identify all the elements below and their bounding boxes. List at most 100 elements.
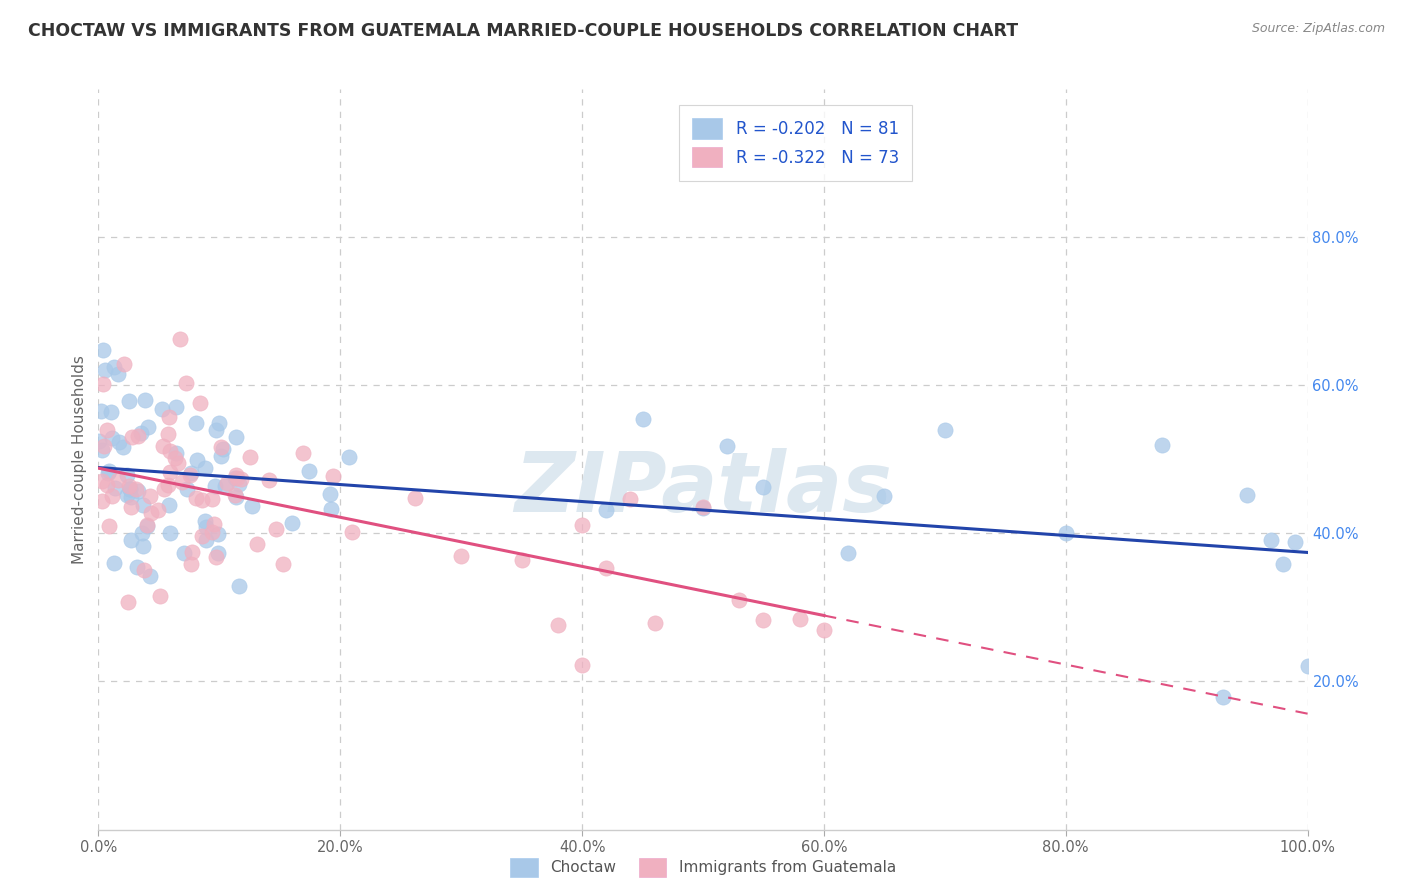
Point [321, 501, 343, 516]
Point [692, 501, 714, 516]
Point [873, 489, 896, 503]
Point [226, 471, 249, 485]
Point [117, 468, 139, 483]
Point [136, 518, 159, 533]
Point [120, 533, 142, 548]
Point [186, 453, 208, 467]
Point [752, 613, 775, 627]
Point [257, 473, 280, 487]
Point [97, 519, 120, 533]
Point [195, 520, 218, 534]
Point [157, 498, 180, 512]
Legend: R = -0.202   N = 81, R = -0.322   N = 73: R = -0.202 N = 81, R = -0.322 N = 73 [679, 105, 912, 180]
Point [167, 456, 190, 470]
Point [148, 503, 170, 517]
Point [186, 416, 208, 430]
Point [127, 559, 149, 574]
Point [159, 525, 181, 540]
Point [117, 595, 139, 609]
Point [96, 478, 118, 492]
Point [139, 569, 162, 583]
Point [120, 500, 142, 515]
Point [191, 492, 214, 507]
Point [131, 498, 153, 512]
Point [176, 482, 198, 496]
Point [1272, 557, 1295, 571]
Point [152, 439, 174, 453]
Point [229, 472, 252, 486]
Point [225, 490, 247, 504]
Point [179, 468, 201, 483]
Text: Source: ZipAtlas.com: Source: ZipAtlas.com [1251, 22, 1385, 36]
Point [180, 545, 202, 559]
Point [280, 516, 302, 531]
Point [100, 489, 122, 503]
Point [595, 502, 617, 516]
Point [121, 430, 143, 444]
Point [298, 464, 321, 478]
Point [157, 410, 180, 425]
Point [209, 440, 232, 454]
Point [212, 442, 235, 456]
Point [240, 500, 263, 514]
Point [245, 536, 267, 550]
Point [271, 557, 294, 571]
Point [201, 524, 224, 539]
Point [169, 332, 191, 346]
Point [224, 470, 246, 484]
Point [125, 483, 148, 497]
Text: CHOCTAW VS IMMIGRANTS FROM GUATEMALA MARRIED-COUPLE HOUSEHOLDS CORRELATION CHART: CHOCTAW VS IMMIGRANTS FROM GUATEMALA MAR… [28, 22, 1018, 40]
Point [135, 517, 157, 532]
Point [173, 546, 195, 560]
Point [118, 483, 141, 497]
Point [195, 533, 218, 547]
Point [87, 434, 110, 448]
Point [1152, 438, 1174, 452]
Point [139, 489, 162, 503]
Point [91, 343, 114, 357]
Point [131, 526, 153, 541]
Point [180, 466, 202, 480]
Point [174, 376, 197, 390]
Point [214, 479, 236, 493]
Point [692, 500, 714, 515]
Point [225, 430, 247, 444]
Point [118, 478, 141, 492]
Point [101, 431, 124, 445]
Point [90, 404, 112, 418]
Point [103, 359, 125, 374]
Point [339, 450, 361, 465]
Point [170, 475, 193, 490]
Point [134, 393, 156, 408]
Point [91, 376, 114, 391]
Point [103, 481, 125, 495]
Point [97, 464, 120, 478]
Point [112, 440, 135, 454]
Point [120, 491, 142, 505]
Point [150, 401, 173, 416]
Point [204, 479, 226, 493]
Point [165, 401, 187, 415]
Point [1212, 690, 1234, 705]
Point [107, 367, 129, 381]
Point [837, 546, 859, 560]
Point [225, 468, 247, 483]
Point [156, 426, 179, 441]
Point [94, 362, 117, 376]
Point [117, 393, 139, 408]
Point [264, 522, 287, 536]
Point [97, 467, 120, 481]
Point [728, 593, 751, 607]
Point [228, 476, 250, 491]
Point [228, 579, 250, 593]
Point [319, 487, 342, 501]
Point [132, 563, 155, 577]
Point [571, 518, 593, 533]
Point [934, 424, 956, 438]
Point [107, 473, 129, 487]
Point [200, 491, 222, 506]
Point [108, 434, 131, 449]
Point [207, 545, 229, 559]
Point [115, 488, 138, 502]
Point [129, 426, 152, 441]
